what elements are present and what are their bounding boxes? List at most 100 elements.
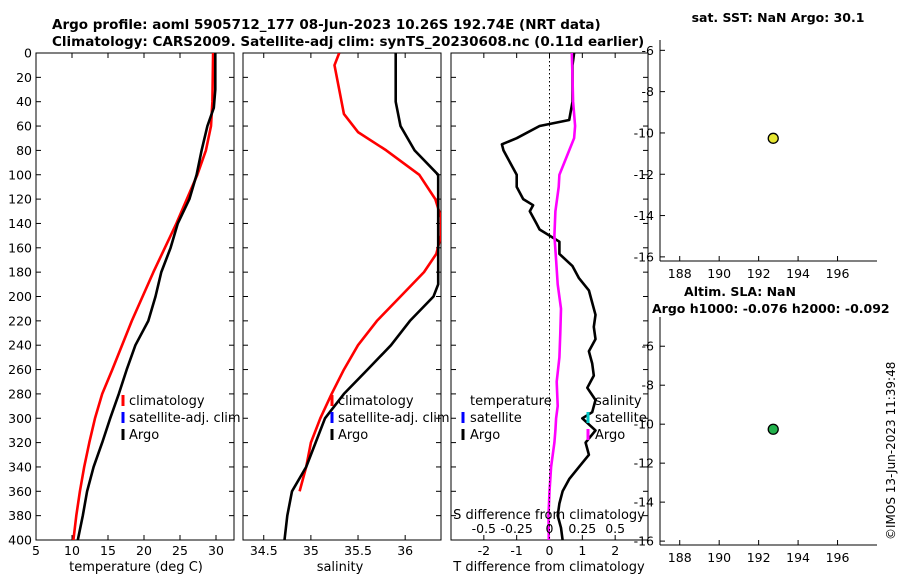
y-tick-label: 340 — [8, 459, 32, 474]
argo-location-marker — [767, 423, 779, 435]
y-tick-label: -10 — [634, 417, 654, 432]
x-tick-label: 5 — [32, 543, 40, 558]
legend-argo-label: Argo — [595, 428, 625, 443]
salinity-profile-panel: 34.5 35 35.5 36 — [242, 52, 442, 558]
temperature-axis-label: temperature (deg C) — [69, 560, 203, 575]
y-tick-label: 180 — [8, 265, 32, 280]
y-tick-label: -8 — [642, 378, 655, 393]
y-tick-label: 380 — [8, 508, 32, 523]
x-tick-label: 192 — [747, 550, 771, 565]
s-diff-tick-label: -0.5 — [472, 521, 496, 536]
x-tick-label: 34.5 — [250, 543, 278, 558]
timestamp-label: ©IMOS 13-Jun-2023 11:39:48 — [884, 362, 898, 540]
salinity-axis-label: salinity — [317, 560, 364, 575]
legend-satellite-label: satellite-adj. clim — [338, 411, 450, 426]
legend-satellite-label: satellite — [595, 411, 647, 426]
temperature-profile-panel: 5 10 15 20 25 300 20 40 60 80 100 120 140 160 180 200 22… — [8, 46, 235, 558]
y-tick-label: 200 — [8, 289, 32, 304]
legend-satellite-label: satellite-adj. clim — [129, 411, 241, 426]
x-tick-label: 192 — [747, 266, 771, 281]
y-tick-label: -14 — [634, 208, 654, 223]
sla-map-title-line2: Argo h1000: -0.076 h2000: -0.092 — [652, 301, 890, 316]
y-tick-label: 160 — [8, 240, 32, 255]
x-tick-label: -1 — [510, 543, 522, 558]
y-tick-label: -10 — [634, 125, 654, 140]
y-tick-label: 220 — [8, 313, 32, 328]
y-tick-label: 320 — [8, 435, 32, 450]
x-tick-label: 36 — [397, 543, 413, 558]
legend-climatology-label: climatology — [338, 394, 414, 409]
x-tick-label: 0 — [546, 543, 554, 558]
legend-climatology-label: climatology — [129, 394, 205, 409]
s-diff-tick-label: 0.25 — [568, 521, 596, 536]
y-tick-label: 400 — [8, 533, 32, 548]
s-diff-tick-label: -0.25 — [500, 521, 532, 536]
x-tick-label: 196 — [826, 550, 850, 565]
x-tick-label: 2 — [611, 543, 619, 558]
y-tick-label: 280 — [8, 386, 32, 401]
t-difference-axis-label: T difference from climatology — [452, 560, 645, 575]
x-tick-label: 188 — [668, 266, 692, 281]
y-tick-label: -8 — [642, 84, 655, 99]
y-tick-label: 40 — [16, 94, 32, 109]
legend-argo-label: Argo — [338, 428, 368, 443]
x-tick-label: 35.5 — [344, 543, 372, 558]
figure-title-line2: Climatology: CARS2009. Satellite-adj cli… — [52, 34, 644, 50]
plot-frame — [35, 52, 235, 541]
plot-frame — [242, 52, 442, 541]
x-tick-label: 30 — [208, 543, 224, 558]
x-tick-label: 25 — [172, 543, 188, 558]
series-line-salinity-argo — [547, 53, 577, 540]
y-tick-label: 60 — [16, 119, 32, 134]
difference-profile-panel: -2 -1 0 1 2 -0.5 -0.25 0 0.25 0.5 — [450, 52, 649, 558]
sst-map-panel: -6 -8 -10 -12 -14 -16 188 190 192 194 196 — [634, 40, 877, 281]
y-tick-label: -6 — [642, 43, 655, 58]
series-line-argo — [283, 53, 440, 540]
argo-location-marker — [767, 132, 779, 144]
s-difference-axis-label: S difference from climatology — [453, 508, 645, 523]
y-tick-label: 300 — [8, 411, 32, 426]
x-tick-label: 190 — [707, 266, 731, 281]
legend-salinity-title: salinity — [595, 394, 642, 409]
y-tick-label: 360 — [8, 484, 32, 499]
series-line-climatology — [72, 53, 215, 540]
sla-map-panel: -6 -8 -10 -12 -14 -16 188 190 192 194 196 — [634, 317, 877, 565]
y-tick-label: 100 — [8, 167, 32, 182]
sla-map-title-line1: Altim. SLA: NaN — [684, 284, 796, 299]
s-diff-tick-label: 0 — [546, 521, 554, 536]
y-tick-label: -6 — [642, 339, 655, 354]
x-tick-label: 20 — [136, 543, 152, 558]
legend-argo-label: Argo — [470, 428, 500, 443]
y-tick-label: 240 — [8, 338, 32, 353]
y-tick-label: -12 — [634, 456, 654, 471]
y-tick-label: 260 — [8, 362, 32, 377]
y-tick-label: -14 — [634, 495, 654, 510]
difference-legend-temperature: temperature satellite Argo — [461, 394, 552, 443]
legend-temperature-title: temperature — [470, 394, 552, 409]
difference-legend-salinity: salinity satellite Argo — [586, 394, 647, 443]
series-line-climatology — [298, 53, 441, 492]
y-tick-label: 120 — [8, 192, 32, 207]
s-diff-tick-label: 0.5 — [605, 521, 625, 536]
series-line-temperature-argo — [500, 53, 597, 540]
legend-satellite-label: satellite — [470, 411, 522, 426]
temperature-legend: climatology satellite-adj. clim Argo — [121, 394, 241, 443]
x-tick-label: 10 — [64, 543, 80, 558]
x-tick-label: 190 — [707, 550, 731, 565]
y-tick-label: 20 — [16, 70, 32, 85]
y-tick-label: 140 — [8, 216, 32, 231]
x-tick-label: 1 — [578, 543, 586, 558]
x-tick-label: 188 — [668, 550, 692, 565]
x-tick-label: 194 — [786, 550, 810, 565]
x-tick-label: 35 — [303, 543, 319, 558]
y-tick-label: 80 — [16, 143, 32, 158]
x-tick-label: 196 — [826, 266, 850, 281]
y-tick-label: -12 — [634, 167, 654, 182]
sst-map-title: sat. SST: NaN Argo: 30.1 — [692, 10, 865, 25]
x-tick-label: 15 — [100, 543, 116, 558]
x-tick-label: -2 — [478, 543, 490, 558]
salinity-legend: climatology satellite-adj. clim Argo — [330, 394, 450, 443]
series-line-argo — [76, 53, 217, 540]
legend-argo-label: Argo — [129, 428, 159, 443]
